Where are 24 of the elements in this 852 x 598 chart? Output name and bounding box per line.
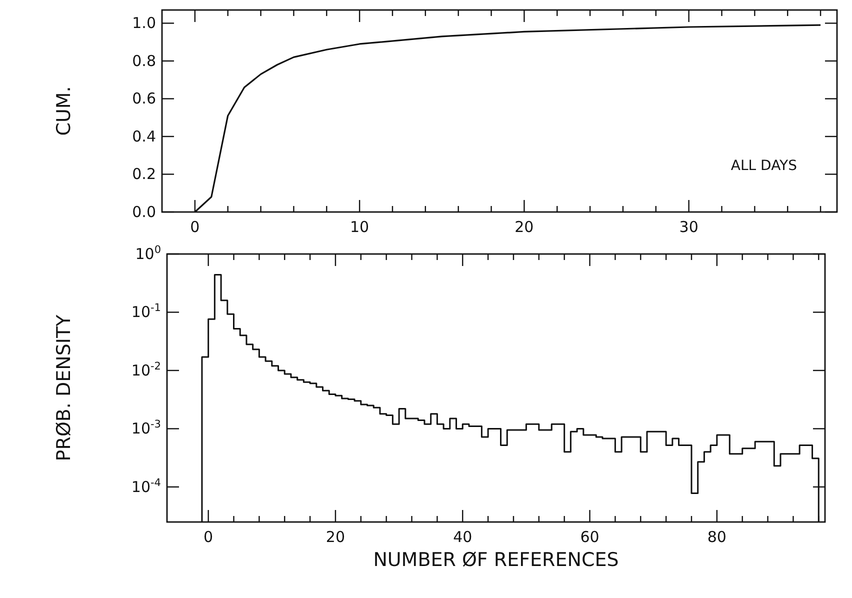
y-tick-label: 10$^{-2}$ bbox=[131, 360, 161, 380]
x-tick-label: 0 bbox=[190, 218, 200, 236]
x-tick-label: 20 bbox=[326, 528, 346, 546]
y-tick-label: 0.2 bbox=[132, 165, 156, 184]
x-tick-label: 30 bbox=[679, 218, 698, 236]
y-axis-title: PRØB. DENSITY bbox=[53, 314, 75, 462]
y-tick-label: 0.6 bbox=[132, 90, 156, 108]
x-tick-label: 80 bbox=[707, 528, 726, 546]
y-axis-title: CUM. bbox=[53, 86, 75, 136]
x-tick-label: 20 bbox=[514, 218, 534, 236]
y-tick-label: 0.4 bbox=[132, 127, 156, 146]
x-tick-label: 60 bbox=[580, 528, 600, 546]
y-tick-label: 0.8 bbox=[132, 52, 156, 70]
y-tick-label: 1.0 bbox=[132, 14, 156, 32]
y-tick-label: 10$^{-1}$ bbox=[131, 302, 161, 322]
x-axis-title: NUMBER ØF REFERENCES bbox=[373, 549, 619, 571]
y-tick-label: 0.0 bbox=[132, 203, 156, 221]
y-tick-label: 10$^{-3}$ bbox=[131, 418, 161, 438]
y-tick-label: 10$^{-4}$ bbox=[131, 476, 162, 496]
x-tick-label: 10 bbox=[350, 218, 370, 236]
annotation: ALL DAYS bbox=[730, 158, 798, 174]
y-tick-label: 10$^{0}$ bbox=[135, 244, 161, 263]
x-tick-label: 0 bbox=[204, 528, 214, 546]
x-tick-label: 40 bbox=[453, 528, 472, 546]
